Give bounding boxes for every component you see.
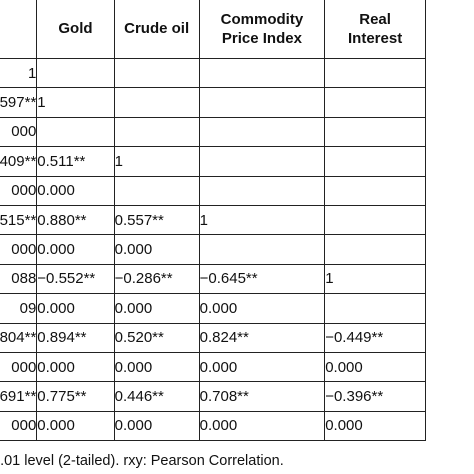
cell-gold: 0.511** [36,146,115,177]
cell-crude-oil: −0.286** [113,263,200,295]
table-row: 804** 0.894** 0.520** 0.824** −0.449** [0,322,426,353]
cell-real-interest: 0.000 [324,410,426,442]
cell-commodity-price-index [198,57,326,89]
header-exchange-rate: ange ate [0,0,38,59]
table-row: 597** 1 [0,87,426,118]
cell-commodity-price-index: 1 [198,204,326,236]
cell-crude-oil: 0.520** [113,322,200,353]
cell-gold: 0.775** [36,381,115,412]
cell-real-interest: 0.000 [324,351,426,383]
cell-gold: 0.894** [36,322,115,353]
cell-real-interest [324,204,426,236]
cell-real-interest [324,116,426,148]
cell-real-interest: 1 [324,263,426,295]
table-row: 088 −0.552** −0.286** −0.645** 1 [0,263,426,295]
header-exchange-rate-line-1: ange [0,10,36,30]
header-cpi-line-2: Price Index [221,30,302,47]
header-row: ange ate Gold Crude oil Commodity Price … [0,0,426,59]
cell-gold: 0.000 [36,234,115,265]
cell-crude-oil: 1 [113,146,200,177]
cell-commodity-price-index: 0.000 [198,351,326,383]
table-row: 000 [0,116,426,148]
cell-gold: 0.000 [36,351,115,383]
table-row: 515** 0.880** 0.557** 1 [0,204,426,236]
header-cpi-line-1: Commodity [220,10,304,28]
cell-commodity-price-index: 0.824** [198,322,326,353]
header-real-interest-line-2: Interest [348,30,403,47]
cell-crude-oil: 0.557** [113,204,200,236]
table-row: 000 0.000 [0,175,426,206]
cell-exchange-rate: 088 [0,263,38,295]
cell-crude-oil [113,87,200,118]
cell-crude-oil: 0.446** [113,381,200,412]
header-exchange-rate-line-2: ate [0,29,36,49]
cell-commodity-price-index [198,146,326,177]
cell-exchange-rate: 409** [0,146,38,177]
table-row: 000 0.000 0.000 0.000 0.000 [0,410,426,442]
header-real-interest: Real Interest [324,0,426,59]
cell-exchange-rate: 000 [0,116,38,148]
cell-crude-oil: 0.000 [113,293,200,324]
cell-commodity-price-index: 0.000 [198,410,326,442]
cell-real-interest [324,175,426,206]
cell-real-interest: −0.449** [324,322,426,353]
cell-crude-oil: 0.000 [113,410,200,442]
cell-real-interest [324,57,426,89]
correlation-table: ange ate Gold Crude oil Commodity Price … [0,0,426,442]
cell-commodity-price-index [198,87,326,118]
cell-crude-oil: 0.000 [113,351,200,383]
cell-gold: 0.000 [36,410,115,442]
cell-gold: −0.552** [36,263,115,295]
cell-exchange-rate: 597** [0,87,38,118]
cell-exchange-rate: 691** [0,381,38,412]
cell-exchange-rate: 000 [0,410,38,442]
cell-real-interest [324,234,426,265]
table-row: 409** 0.511** 1 [0,146,426,177]
cell-exchange-rate: 804** [0,322,38,353]
header-gold-line-1: Gold [58,20,93,38]
cell-commodity-price-index [198,175,326,206]
cell-gold: 0.000 [36,175,115,206]
cell-exchange-rate: 1 [0,57,38,89]
table-row: 000 0.000 0.000 [0,234,426,265]
table-row: 000 0.000 0.000 0.000 0.000 [0,351,426,383]
header-commodity-price-index: Commodity Price Index [198,0,326,59]
cell-crude-oil [113,175,200,206]
cell-crude-oil [113,116,200,148]
cell-gold [36,57,115,89]
cell-exchange-rate: 09 [0,293,38,324]
header-gold: Gold [36,0,115,59]
cell-commodity-price-index [198,116,326,148]
cell-crude-oil [113,57,200,89]
table-row: 691** 0.775** 0.446** 0.708** −0.396** [0,381,426,412]
cell-commodity-price-index: 0.708** [198,381,326,412]
cell-crude-oil: 0.000 [113,234,200,265]
cell-real-interest [324,87,426,118]
cell-exchange-rate: 000 [0,175,38,206]
cell-commodity-price-index: −0.645** [198,263,326,295]
header-real-interest-line-1: Real [359,10,391,28]
cell-gold [36,116,115,148]
table-footnote: 0.01 level (2-tailed). rxy: Pearson Corr… [0,453,284,469]
cell-gold: 0.880** [36,204,115,236]
cell-exchange-rate: 000 [0,234,38,265]
header-crude-oil-line-1: Crude oil [124,20,190,38]
cell-real-interest [324,293,426,324]
cell-exchange-rate: 515** [0,204,38,236]
table-row: 09 0.000 0.000 0.000 [0,293,426,324]
cell-exchange-rate: 000 [0,351,38,383]
cell-gold: 1 [36,87,115,118]
cell-commodity-price-index: 0.000 [198,293,326,324]
cell-real-interest: −0.396** [324,381,426,412]
table-row: 1 [0,57,426,89]
header-crude-oil: Crude oil [113,0,200,59]
cell-commodity-price-index [198,234,326,265]
cell-gold: 0.000 [36,293,115,324]
cell-real-interest [324,146,426,177]
